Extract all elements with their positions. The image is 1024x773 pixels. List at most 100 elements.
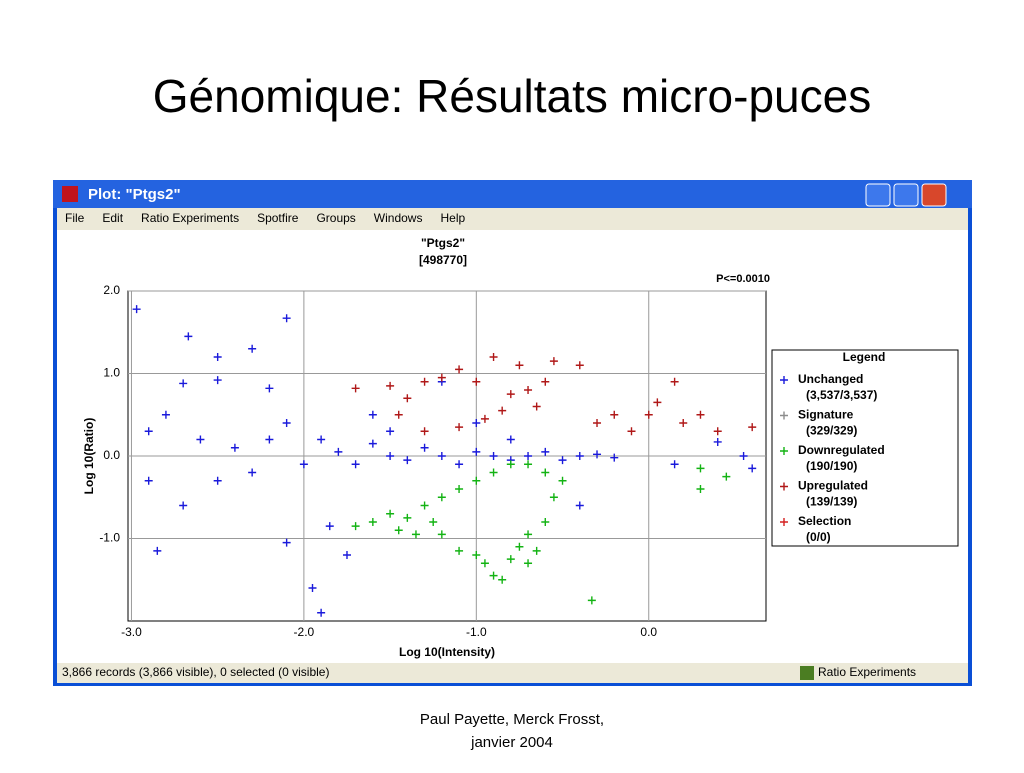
point: [161, 410, 170, 419]
point: [696, 410, 705, 419]
point: [489, 571, 498, 580]
point: [558, 456, 567, 465]
point: [575, 452, 584, 460]
point: [420, 427, 429, 436]
point: [437, 530, 446, 539]
chart-title: "Ptgs2": [421, 236, 465, 250]
point: [196, 435, 205, 444]
point: [748, 423, 757, 432]
footer: Paul Payette, Merck Frosst,: [420, 711, 604, 728]
point: [610, 453, 619, 462]
point: [368, 410, 377, 419]
point: [368, 439, 377, 448]
point: [184, 332, 193, 341]
legend-name: Selection: [798, 514, 851, 528]
menu-item[interactable]: Edit: [102, 211, 123, 225]
legend-name: Unchanged: [798, 372, 863, 386]
point: [455, 460, 464, 469]
point: [506, 555, 515, 564]
point: [248, 344, 257, 353]
legend-marker: [780, 376, 788, 384]
point: [489, 452, 498, 460]
legend-marker: [780, 518, 788, 526]
point: [653, 398, 662, 407]
point: [368, 518, 377, 526]
point: [549, 357, 558, 366]
point: [437, 493, 446, 502]
point: [317, 608, 326, 617]
point: [317, 435, 326, 444]
point: [420, 377, 429, 386]
point: [696, 464, 705, 473]
point: [403, 513, 412, 522]
point: [472, 377, 481, 386]
point: [549, 493, 558, 502]
point: [541, 447, 550, 456]
legend-box: [771, 349, 959, 547]
point: [739, 452, 748, 460]
point: [713, 437, 722, 446]
point: [506, 390, 515, 399]
point: [472, 419, 481, 427]
legend-marker: [780, 411, 788, 420]
menu-item[interactable]: Groups: [316, 211, 355, 225]
slide-title: Génomique: Résultats micro-puces: [153, 70, 871, 122]
point: [325, 522, 334, 531]
x-tick-label: 0.0: [640, 625, 657, 639]
point: [213, 476, 222, 485]
legend-marker: [780, 482, 788, 491]
point: [420, 501, 429, 510]
point: [679, 419, 688, 427]
point: [506, 435, 515, 444]
menu-item[interactable]: Help: [440, 211, 465, 225]
point: [213, 376, 222, 385]
point: [455, 423, 464, 432]
legend-name: Downregulated: [798, 443, 885, 457]
point: [437, 452, 446, 460]
legend-title: Legend: [843, 350, 886, 364]
point: [541, 377, 550, 386]
point: [558, 476, 567, 485]
point: [644, 410, 653, 419]
point: [230, 443, 239, 452]
status-text: 3,866 records (3,866 visible), 0 selecte…: [62, 665, 329, 679]
x-tick-label: -2.0: [294, 625, 315, 639]
point: [506, 460, 515, 469]
legend-count: (329/329): [806, 424, 857, 438]
point: [696, 485, 705, 493]
menu-item[interactable]: Ratio Experiments: [141, 211, 239, 225]
footer: janvier 2004: [470, 734, 553, 751]
menu-item[interactable]: Windows: [374, 211, 423, 225]
point: [308, 584, 317, 592]
point: [455, 485, 464, 493]
x-tick-label: -3.0: [121, 625, 142, 639]
title-bar: [53, 180, 972, 208]
point: [748, 464, 757, 473]
point: [132, 305, 141, 314]
point: [455, 365, 464, 374]
point: [144, 427, 153, 436]
point: [524, 452, 533, 460]
point: [524, 460, 533, 469]
point: [610, 410, 619, 419]
annotation: P<=0.0010: [716, 273, 770, 285]
point: [213, 353, 222, 361]
menu-item[interactable]: File: [65, 211, 85, 225]
minimize-button[interactable]: [865, 183, 891, 207]
point: [351, 522, 360, 531]
y-tick-label: 0.0: [103, 448, 120, 462]
point: [411, 530, 420, 539]
point: [480, 559, 489, 568]
window-icon: [62, 186, 78, 202]
point: [455, 546, 464, 555]
x-tick-label: -1.0: [466, 625, 487, 639]
maximize-button[interactable]: [893, 183, 919, 207]
point: [480, 414, 489, 423]
y-axis-label: Log 10(Ratio): [82, 418, 96, 495]
point: [541, 518, 550, 526]
menu-item[interactable]: Spotfire: [257, 211, 299, 225]
point: [489, 468, 498, 477]
x-axis-label: Log 10(Intensity): [399, 645, 495, 659]
menu-bar: [57, 208, 968, 230]
close-button[interactable]: [921, 183, 947, 207]
